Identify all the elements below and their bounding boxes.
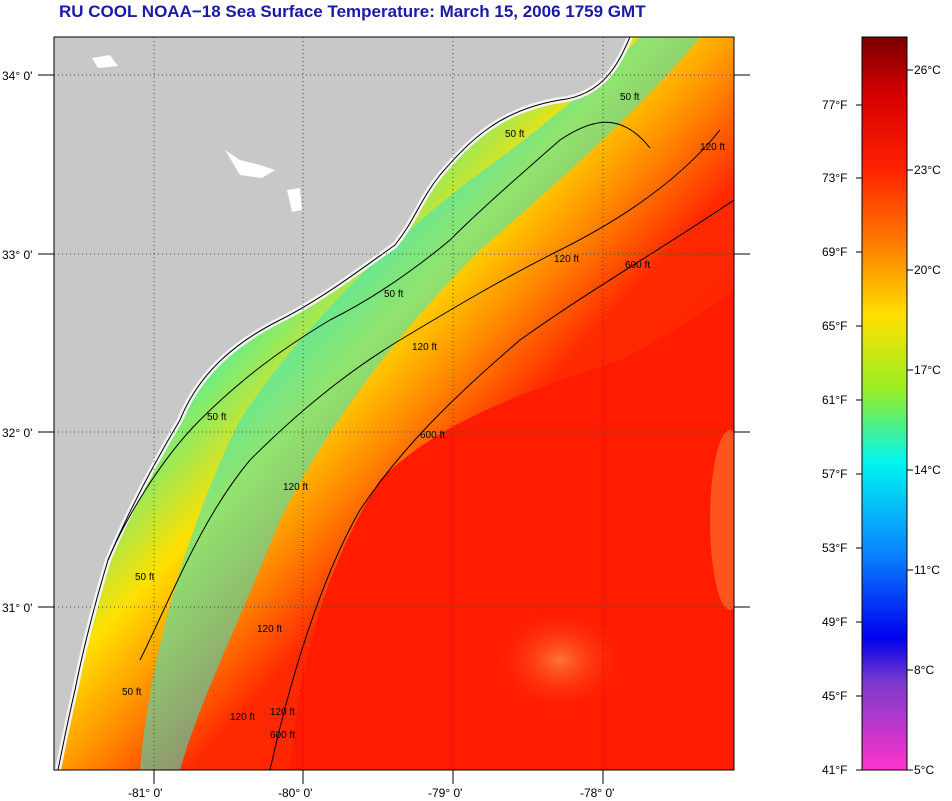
contour-120ft xyxy=(139,129,721,661)
coastline xyxy=(57,37,631,770)
colorbar-c-label: 5°C xyxy=(914,763,934,777)
colorbar-f-label: 41°F xyxy=(822,763,847,777)
shelf-water xyxy=(140,37,700,770)
contour-label: 50 ft xyxy=(207,412,227,423)
axis-ticks xyxy=(38,74,750,784)
map-title: RU COOL NOAA−18 Sea Surface Temperature:… xyxy=(59,2,646,21)
colorbar-c-label: 17°C xyxy=(914,363,941,377)
contour-label: 50 ft xyxy=(384,289,404,300)
lat-label: 32° 0' xyxy=(2,426,32,440)
map-frame xyxy=(53,36,735,771)
contour-label: 120 ft xyxy=(283,482,308,493)
lon-label: -79° 0' xyxy=(428,786,462,800)
lat-label: 33° 0' xyxy=(2,248,32,262)
colorbar-ticks xyxy=(856,69,913,771)
eddy-edge xyxy=(710,430,734,610)
colorbar xyxy=(861,36,908,771)
lon-label: -78° 0' xyxy=(580,786,614,800)
inland-lake xyxy=(225,150,275,178)
contour-label: 120 ft xyxy=(230,712,255,723)
colorbar-f-label: 73°F xyxy=(822,171,847,185)
contour-label: 50 ft xyxy=(620,92,640,103)
colorbar-c-label: 8°C xyxy=(914,663,934,677)
lat-label: 31° 0' xyxy=(2,601,32,615)
colorbar-f-label: 53°F xyxy=(822,541,847,555)
warm-eddy xyxy=(490,605,630,715)
colorbar-f-label: 77°F xyxy=(822,98,847,112)
colorbar-c-label: 14°C xyxy=(914,463,941,477)
colorbar-c-label: 20°C xyxy=(914,263,941,277)
contour-label: 120 ft xyxy=(554,254,579,265)
inland-lake xyxy=(287,188,302,212)
contour-label: 50 ft xyxy=(135,572,155,583)
contour-600ft xyxy=(269,199,734,770)
colorbar-f-label: 49°F xyxy=(822,615,847,629)
contour-label: 120 ft xyxy=(700,142,725,153)
colorbar-c-label: 26°C xyxy=(914,63,941,77)
colorbar-f-label: 61°F xyxy=(822,393,847,407)
contour-label: 120 ft xyxy=(412,342,437,353)
colorbar-f-label: 57°F xyxy=(822,467,847,481)
land-mass xyxy=(54,37,630,770)
contour-label: 600 ft xyxy=(420,430,445,441)
contour-label: 600 ft xyxy=(625,260,650,271)
colorbar-f-label: 69°F xyxy=(822,245,847,259)
inland-lake xyxy=(92,55,118,68)
contour-label: 50 ft xyxy=(122,687,142,698)
contour-50ft xyxy=(107,121,651,561)
lat-label: 34° 0' xyxy=(2,69,32,83)
lon-label: -80° 0' xyxy=(278,786,312,800)
lon-label: -81° 0' xyxy=(128,786,162,800)
contour-label: 120 ft xyxy=(270,707,295,718)
colorbar-c-label: 23°C xyxy=(914,163,941,177)
colorbar-f-label: 45°F xyxy=(822,689,847,703)
contour-label: 120 ft xyxy=(257,624,282,635)
contour-label: 50 ft xyxy=(505,129,525,140)
colorbar-f-label: 65°F xyxy=(822,319,847,333)
colorbar-c-label: 11°C xyxy=(914,563,940,577)
graticule xyxy=(54,37,734,770)
contour-label: 600 ft xyxy=(270,730,295,741)
